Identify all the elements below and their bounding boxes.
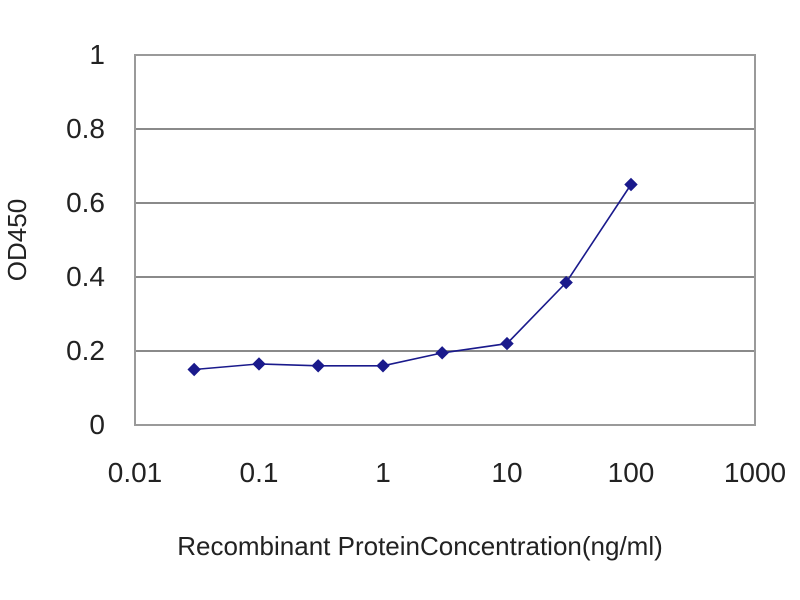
data-point: [311, 359, 325, 373]
x-tick-label: 1000: [724, 457, 786, 488]
data-point: [376, 359, 390, 373]
x-tick-label: 0.01: [108, 457, 163, 488]
y-tick-label: 0.4: [66, 261, 105, 292]
y-axis-title: OD450: [2, 199, 32, 281]
x-axis-tick-labels: 0.01 0.1 1 10 100 1000: [108, 457, 786, 488]
x-tick-label: 1: [375, 457, 391, 488]
data-point: [187, 362, 201, 377]
x-tick-label: 0.1: [240, 457, 279, 488]
x-axis-title: Recombinant ProteinConcentration(ng/ml): [177, 531, 663, 561]
data-point: [624, 177, 638, 192]
y-axis-tick-labels: 0 0.2 0.4 0.6 0.8 1: [66, 39, 105, 440]
y-tick-label: 0.6: [66, 187, 105, 218]
data-point: [435, 346, 449, 360]
series-line: [194, 184, 632, 371]
data-point: [559, 275, 573, 290]
data-point: [252, 357, 266, 371]
plot-area-frame: [134, 54, 756, 426]
x-tick-label: 100: [608, 457, 655, 488]
grid-lines: [135, 128, 755, 352]
data-series: [187, 177, 638, 377]
y-tick-label: 0: [89, 409, 105, 440]
y-tick-label: 0.2: [66, 335, 105, 366]
y-tick-label: 1: [89, 39, 105, 70]
y-tick-label: 0.8: [66, 113, 105, 144]
x-tick-label: 10: [491, 457, 522, 488]
data-point: [500, 336, 514, 351]
